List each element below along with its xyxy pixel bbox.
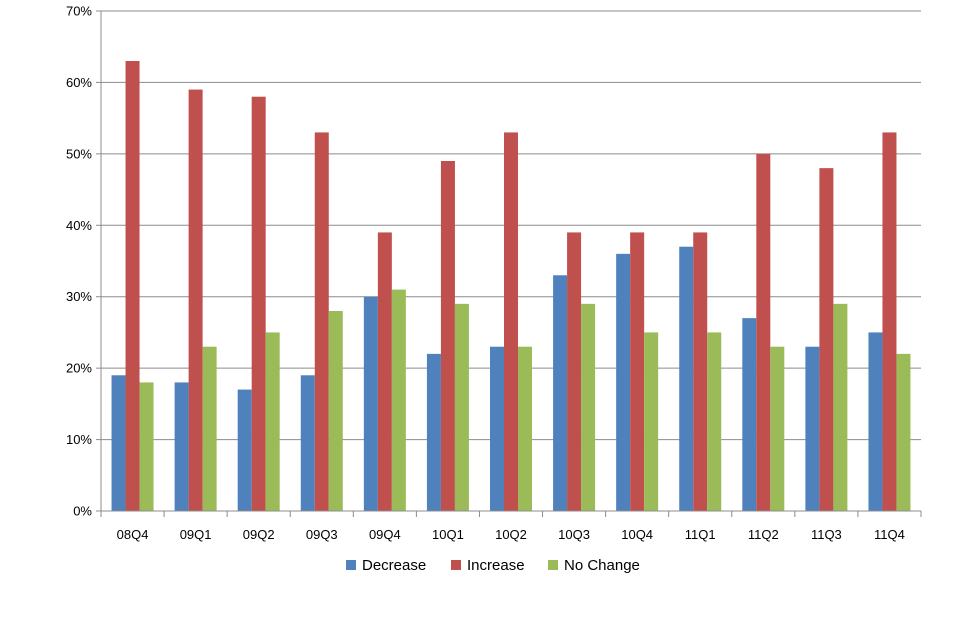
bar-increase-10q3 <box>567 232 582 511</box>
legend-label: No Change <box>564 557 640 574</box>
legend-swatch <box>346 560 356 570</box>
legend-swatch <box>548 560 558 570</box>
x-tick-label: 11Q2 <box>748 527 779 542</box>
x-tick-label: 09Q1 <box>180 527 212 542</box>
bar-no-change-11q1 <box>707 332 722 511</box>
bar-decrease-10q2 <box>490 346 504 511</box>
bar-no-change-10q3 <box>581 303 596 511</box>
bar-increase-11q3 <box>819 168 834 511</box>
bar-decrease-10q1 <box>426 353 441 511</box>
bar-decrease-09q1 <box>174 382 189 511</box>
x-tick-label: 09Q2 <box>243 527 275 542</box>
y-tick-label: 50% <box>66 146 92 161</box>
x-tick-label: 09Q4 <box>369 527 401 542</box>
x-tick-label: 10Q1 <box>432 527 464 542</box>
legend: Decrease Increase No Change <box>346 557 640 574</box>
x-tick-label: 10Q3 <box>558 527 590 542</box>
bar-increase-08q4 <box>125 61 140 511</box>
x-axis-tick-labels: 08Q4 09Q1 09Q2 09Q3 09Q4 10Q1 10Q2 10Q3 10Q4 11Q1… <box>117 527 905 542</box>
bar-no-change-09q2 <box>265 332 280 511</box>
bar-increase-10q1 <box>440 161 455 511</box>
x-tick-label: 11Q3 <box>811 527 842 542</box>
bar-decrease-09q4 <box>363 296 378 511</box>
x-tick-label: 08Q4 <box>117 527 149 542</box>
legend-label: Increase <box>467 557 525 574</box>
bar-decrease-08q4 <box>111 375 126 511</box>
y-tick-label: 40% <box>66 218 92 233</box>
bar-no-change-11q3 <box>833 303 848 511</box>
x-tick-label: 11Q4 <box>874 527 905 542</box>
bar-increase-09q4 <box>377 232 392 511</box>
y-tick-label: 10% <box>66 432 92 447</box>
bar-increase-11q2 <box>756 153 771 511</box>
y-tick-label: 30% <box>66 289 92 304</box>
y-axis-tick-labels: 0% 10% 20% 30% 40% 50% 60% 70% <box>66 4 92 519</box>
bar-increase-10q4 <box>630 232 645 511</box>
y-tick-label: 70% <box>66 4 92 19</box>
bars <box>111 61 911 512</box>
bar-no-change-09q4 <box>391 289 406 511</box>
axes <box>96 10 922 517</box>
bar-increase-11q1 <box>693 232 708 511</box>
x-tick-label: 11Q1 <box>685 527 716 542</box>
bar-no-change-10q2 <box>518 346 532 511</box>
bar-decrease-10q3 <box>553 275 568 511</box>
bar-no-change-10q4 <box>644 332 659 511</box>
legend-label: Decrease <box>362 557 426 574</box>
bar-increase-09q1 <box>188 89 203 512</box>
x-tick-label: 09Q3 <box>306 527 338 542</box>
y-tick-label: 20% <box>66 361 92 376</box>
bar-decrease-09q3 <box>300 375 315 511</box>
bar-no-change-08q4 <box>139 382 154 511</box>
legend-swatch <box>451 560 461 570</box>
bar-increase-09q2 <box>251 96 266 511</box>
bar-decrease-10q4 <box>616 253 631 511</box>
bar-increase-09q3 <box>314 132 329 511</box>
x-tick-label: 10Q2 <box>495 527 527 542</box>
bar-decrease-09q2 <box>237 389 252 511</box>
bar-decrease-11q1 <box>679 246 694 511</box>
y-tick-label: 60% <box>66 75 92 90</box>
bar-no-change-11q4 <box>896 353 911 511</box>
bar-no-change-11q2 <box>770 346 785 511</box>
bar-increase-11q4 <box>882 132 897 511</box>
x-tick-label: 10Q4 <box>621 527 653 542</box>
bar-increase-10q2 <box>504 132 518 511</box>
bar-no-change-10q1 <box>454 303 469 511</box>
bar-decrease-11q2 <box>742 318 757 511</box>
bar-decrease-11q4 <box>868 332 883 511</box>
bar-decrease-11q3 <box>805 346 820 511</box>
y-tick-label: 0% <box>73 504 92 519</box>
bar-no-change-09q1 <box>202 346 217 511</box>
bar-no-change-09q3 <box>328 311 343 511</box>
